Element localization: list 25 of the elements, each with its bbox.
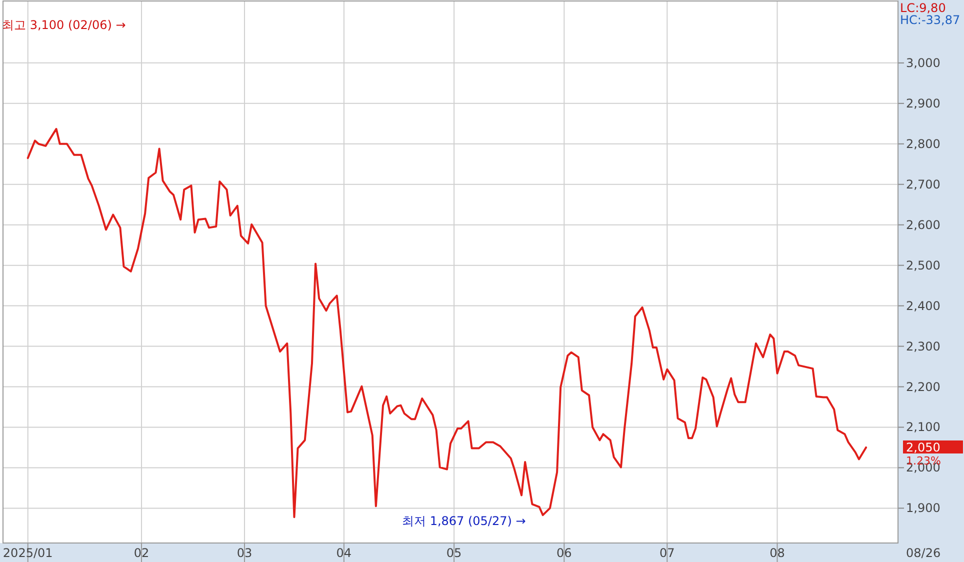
y-tick-label: 2,200 [906, 380, 940, 394]
text: 08/26 [906, 546, 941, 560]
text: HC:-33,87 [900, 13, 960, 27]
x-tick-label: 2025/01 [2, 546, 53, 560]
text: 2,050 [906, 440, 940, 454]
x-tick-label: 08 [770, 546, 785, 560]
y-tick-label: 2,400 [906, 298, 940, 313]
y-tick-label: 2,100 [906, 420, 940, 434]
x-tick-label: 05 [446, 546, 462, 560]
annotation: 최고 3,100 (02/06) → [2, 18, 126, 32]
y-tick-label: 2,600 [906, 218, 940, 232]
y-tick-label: 2,700 [906, 177, 940, 192]
y-tick-label: 3,000 [906, 56, 940, 70]
x-tick-label: 02 [134, 546, 150, 560]
y-tick-label: 1,900 [906, 501, 940, 516]
x-tick-label: 06 [556, 546, 572, 560]
y-tick-label: 2,800 [906, 136, 940, 151]
x-tick-label: 03 [236, 546, 252, 560]
annotation: 최저 1,867 (05/27) → [402, 514, 526, 528]
text: LC:9,80 [900, 1, 946, 15]
y-tick-label: 2,300 [906, 339, 940, 354]
y-tick-label: 2,900 [906, 96, 940, 110]
x-tick-label: 04 [336, 546, 352, 560]
y-tick-label: 2,500 [906, 258, 940, 272]
x-tick-label: 07 [660, 546, 675, 560]
